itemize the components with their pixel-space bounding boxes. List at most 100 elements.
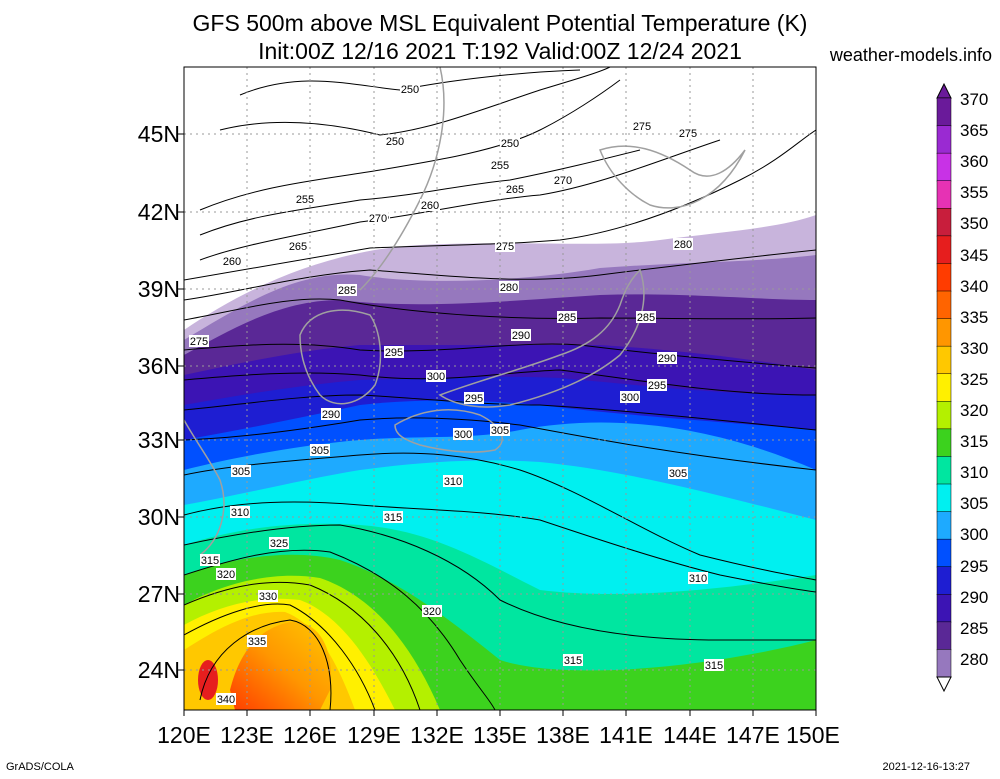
lon-label: 150E [786, 722, 840, 748]
contour-label-bg [553, 174, 573, 186]
colorbar-segment [936, 208, 952, 237]
contour-label-bg [321, 408, 341, 420]
site-credit: weather-models.info [829, 45, 992, 65]
colorbar-label: 370 [960, 90, 989, 109]
contour-label: 305 [491, 425, 509, 437]
colorbar-label: 360 [960, 152, 989, 172]
contour-label: 320 [423, 606, 441, 618]
map-title: GFS 500m above MSL Equivalent Potential … [192, 10, 808, 36]
colorbar-segment [936, 235, 952, 265]
lon-label: 132E [410, 722, 464, 748]
contour-label: 275 [496, 241, 514, 253]
colorbar-min-arrow [936, 676, 952, 693]
lon-label: 144E [663, 722, 717, 748]
contour-label: 270 [369, 213, 387, 225]
colorbar-segment [936, 538, 952, 568]
colorbar-segment [936, 594, 952, 623]
contour-label-bg [632, 120, 652, 132]
contour-label: 260 [223, 256, 241, 268]
lon-label: 147E [726, 722, 780, 748]
contour-label-bg [620, 391, 640, 403]
contour-label-bg [258, 590, 278, 602]
contour-label: 320 [217, 569, 235, 581]
footer-software: GrADS/COLA [6, 761, 74, 773]
contour-label-bg [337, 284, 357, 296]
colorbar-segment [936, 318, 952, 347]
lat-label: 36N [137, 353, 180, 379]
contour-label: 305 [232, 466, 250, 478]
contour-label-bg [230, 506, 250, 518]
colorbar-segment [936, 125, 952, 154]
lat-label: 30N [137, 504, 180, 530]
contour-label: 310 [444, 476, 462, 488]
colorbar-segment [936, 345, 952, 375]
contour-label-bg [443, 475, 463, 487]
map-grid [184, 67, 816, 710]
contour-label: 290 [512, 330, 530, 342]
lat-label: 39N [137, 276, 180, 302]
contour-label: 315 [384, 512, 402, 524]
contour-label: 250 [501, 138, 519, 150]
contour-label: 270 [554, 175, 572, 187]
contour-label: 305 [669, 468, 687, 480]
colorbar-label: 335 [960, 307, 989, 327]
colorbar-segment [936, 649, 952, 678]
lat-label: 45N [137, 121, 180, 147]
contour-label: 295 [385, 347, 403, 359]
contour-label: 330 [259, 591, 277, 603]
contour-label: 305 [311, 445, 329, 457]
contour-label-bg [490, 424, 510, 436]
lat-label: 33N [137, 427, 180, 453]
field-shading: 2502502502552552652702552602702602652752… [184, 67, 816, 710]
colorbar-max-arrow [936, 82, 952, 99]
colorbar-segment [936, 621, 952, 651]
contour-label: 280 [674, 239, 692, 251]
colorbar-label: 285 [960, 618, 989, 638]
contour-label-bg [704, 659, 724, 671]
colorbar-label: 330 [960, 338, 989, 358]
contour-label-bg [368, 212, 388, 224]
lon-label: 126E [283, 722, 337, 748]
contour-label: 260 [421, 200, 439, 212]
contour-label: 285 [338, 285, 356, 297]
contour-label-bg [505, 183, 525, 195]
contour-label: 265 [289, 241, 307, 253]
contour-label-bg [384, 346, 404, 358]
contour-label-bg [400, 83, 420, 95]
colorbar-label: 345 [960, 245, 989, 265]
colorbar-segment [936, 566, 952, 596]
contour-label: 315 [705, 660, 723, 672]
contour-label-bg [295, 193, 315, 205]
contour-label: 265 [506, 184, 524, 196]
colorbar-segment [936, 483, 952, 513]
contour-label: 315 [564, 655, 582, 667]
colorbar-segment [936, 373, 952, 403]
lat-label: 42N [137, 199, 180, 225]
contour-label-bg [464, 392, 484, 404]
contour-label-bg [422, 605, 442, 617]
contour-label-bg [557, 311, 577, 323]
colorbar-label: 305 [960, 494, 989, 514]
lat-label: 24N [137, 657, 180, 683]
contour-label-bg [216, 693, 236, 705]
contour-label-bg [216, 568, 236, 580]
lon-label: 123E [220, 722, 274, 748]
colorbar-label: 290 [960, 587, 989, 607]
contour-label-bg [636, 311, 656, 323]
contour-label-bg [222, 255, 242, 267]
contour-label-bg [511, 329, 531, 341]
contour-label-bg [499, 281, 519, 293]
contour-label: 295 [465, 393, 483, 405]
colorbar-segment [936, 290, 952, 320]
colorbar-segment [936, 152, 952, 182]
contour-label-bg [231, 465, 251, 477]
lon-label: 135E [473, 722, 527, 748]
contour-label: 250 [386, 136, 404, 148]
contour-label-bg [657, 352, 677, 364]
colorbar-segment [936, 263, 952, 292]
contour-label-bg [563, 654, 583, 666]
colorbar [936, 82, 952, 693]
contour-label: 280 [500, 282, 518, 294]
contour-label-bg [420, 199, 440, 211]
